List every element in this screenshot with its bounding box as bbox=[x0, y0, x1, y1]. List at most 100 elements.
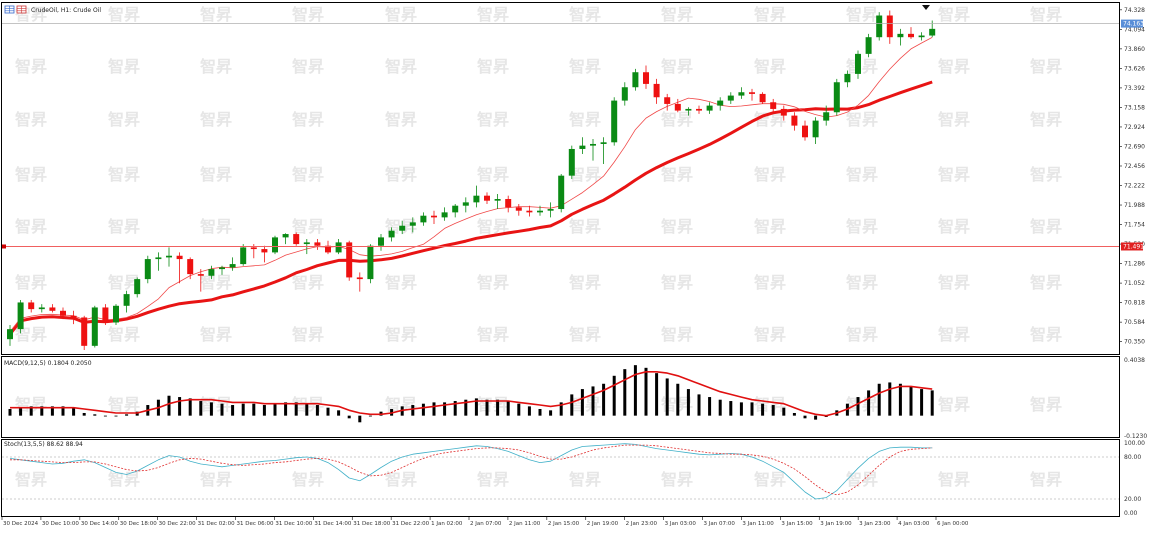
candle bbox=[70, 310, 77, 325]
candle-body bbox=[558, 175, 565, 210]
candle-body bbox=[632, 72, 639, 88]
time-tick-label: 3 Jan 19:00 bbox=[820, 521, 852, 527]
price-tick-label: 70.818 bbox=[1124, 300, 1145, 307]
macd-series bbox=[8, 365, 934, 423]
watermark-text: 智昇 bbox=[108, 273, 140, 292]
macd-histogram-bar bbox=[506, 401, 510, 416]
candle bbox=[240, 244, 247, 266]
candle bbox=[261, 245, 268, 263]
watermark-text: 智昇 bbox=[754, 57, 786, 76]
watermark-text: 智昇 bbox=[1030, 395, 1062, 414]
candle bbox=[643, 65, 649, 89]
candle-body bbox=[187, 259, 194, 275]
candle-body bbox=[494, 199, 501, 201]
macd-histogram-bar bbox=[580, 389, 584, 416]
watermark-text: 智昇 bbox=[15, 273, 47, 292]
macd-histogram-bar bbox=[761, 403, 765, 416]
candle bbox=[356, 272, 363, 292]
watermark-text: 智昇 bbox=[108, 165, 140, 184]
watermark-text: 智昇 bbox=[292, 5, 324, 24]
candle bbox=[600, 137, 607, 164]
candle bbox=[738, 87, 745, 99]
candle-body bbox=[409, 222, 416, 226]
candle-body bbox=[420, 215, 427, 223]
candle-body bbox=[81, 317, 88, 346]
watermark-text: 智昇 bbox=[200, 57, 232, 76]
macd-histogram-bar bbox=[697, 394, 701, 416]
chart-grid-icon[interactable] bbox=[4, 5, 15, 14]
watermark-text: 智昇 bbox=[200, 165, 232, 184]
candle bbox=[706, 102, 713, 114]
macd-histogram-bar bbox=[61, 406, 65, 416]
stoch-y-axis: 100.00 80.00 20.00 0.00 bbox=[2, 440, 1145, 517]
stoch-tick-label: 100.00 bbox=[1124, 440, 1145, 447]
macd-histogram-bar bbox=[252, 403, 256, 416]
watermark-text: 智昇 bbox=[846, 470, 878, 489]
candle bbox=[272, 235, 278, 255]
candle-body bbox=[303, 242, 310, 245]
candle-body bbox=[653, 83, 660, 98]
watermark-text: 智昇 bbox=[200, 470, 232, 489]
candle-body bbox=[452, 205, 459, 213]
candle bbox=[378, 234, 384, 251]
macd-histogram-bar bbox=[856, 397, 860, 416]
candle bbox=[187, 257, 194, 280]
candle bbox=[81, 315, 88, 350]
watermark-text: 智昇 bbox=[846, 395, 878, 414]
macd-histogram-bar bbox=[612, 375, 616, 416]
candle-body bbox=[28, 302, 35, 310]
time-tick-label: 2 Jan 07:00 bbox=[470, 521, 502, 527]
macd-y-bottom: -0.1230 bbox=[1124, 433, 1147, 440]
candle bbox=[229, 257, 236, 271]
candle-body bbox=[272, 237, 278, 253]
candle bbox=[7, 324, 13, 346]
stoch-signal-line bbox=[10, 444, 933, 496]
candle bbox=[908, 27, 914, 39]
macd-histogram-bar bbox=[782, 407, 786, 416]
macd-signal-line bbox=[10, 370, 933, 417]
price-tick-label: 71.286 bbox=[1124, 261, 1145, 268]
candle bbox=[325, 240, 331, 255]
macd-histogram-bar bbox=[665, 378, 669, 416]
candle-body bbox=[537, 210, 543, 213]
candle-body bbox=[685, 108, 692, 111]
candle-body bbox=[696, 108, 702, 111]
watermark-text: 智昇 bbox=[569, 470, 601, 489]
watermark-text: 智昇 bbox=[846, 273, 878, 292]
price-series bbox=[7, 10, 936, 350]
chart-grid-icon[interactable] bbox=[16, 5, 27, 14]
macd-histogram-bar bbox=[432, 402, 436, 416]
macd-histogram-bar bbox=[72, 407, 76, 416]
watermark-text: 智昇 bbox=[661, 273, 693, 292]
macd-histogram-bar bbox=[8, 409, 12, 416]
candle bbox=[473, 185, 480, 208]
watermark-text: 智昇 bbox=[200, 110, 232, 129]
candle bbox=[632, 68, 639, 91]
watermark-text: 智昇 bbox=[569, 5, 601, 24]
watermark-text: 智昇 bbox=[477, 217, 509, 236]
stoch-tick-label: 0.00 bbox=[1124, 510, 1138, 517]
time-tick-label: 30 Dec 10:00 bbox=[42, 521, 79, 527]
candle bbox=[802, 120, 808, 141]
candle bbox=[17, 299, 24, 334]
watermark-text: 智昇 bbox=[754, 273, 786, 292]
watermark-text: 智昇 bbox=[569, 273, 601, 292]
watermark-text: 智昇 bbox=[292, 217, 324, 236]
watermark-text: 智昇 bbox=[938, 57, 970, 76]
macd-histogram-bar bbox=[888, 382, 892, 416]
candle-body bbox=[325, 245, 331, 253]
watermark-text: 智昇 bbox=[661, 110, 693, 129]
candle-body bbox=[727, 95, 734, 101]
candle-body bbox=[908, 33, 914, 38]
candle-body bbox=[441, 212, 448, 218]
macd-histogram-bar bbox=[686, 389, 690, 416]
candle bbox=[749, 88, 755, 101]
current-price-tag bbox=[1121, 19, 1143, 28]
macd-histogram-bar bbox=[178, 397, 182, 416]
watermark-text: 智昇 bbox=[754, 217, 786, 236]
watermark-text: 智昇 bbox=[15, 165, 47, 184]
candle-body bbox=[388, 230, 395, 238]
level-anchor-point[interactable] bbox=[2, 244, 6, 249]
time-tick-label: 30 Dec 22:00 bbox=[159, 521, 196, 527]
